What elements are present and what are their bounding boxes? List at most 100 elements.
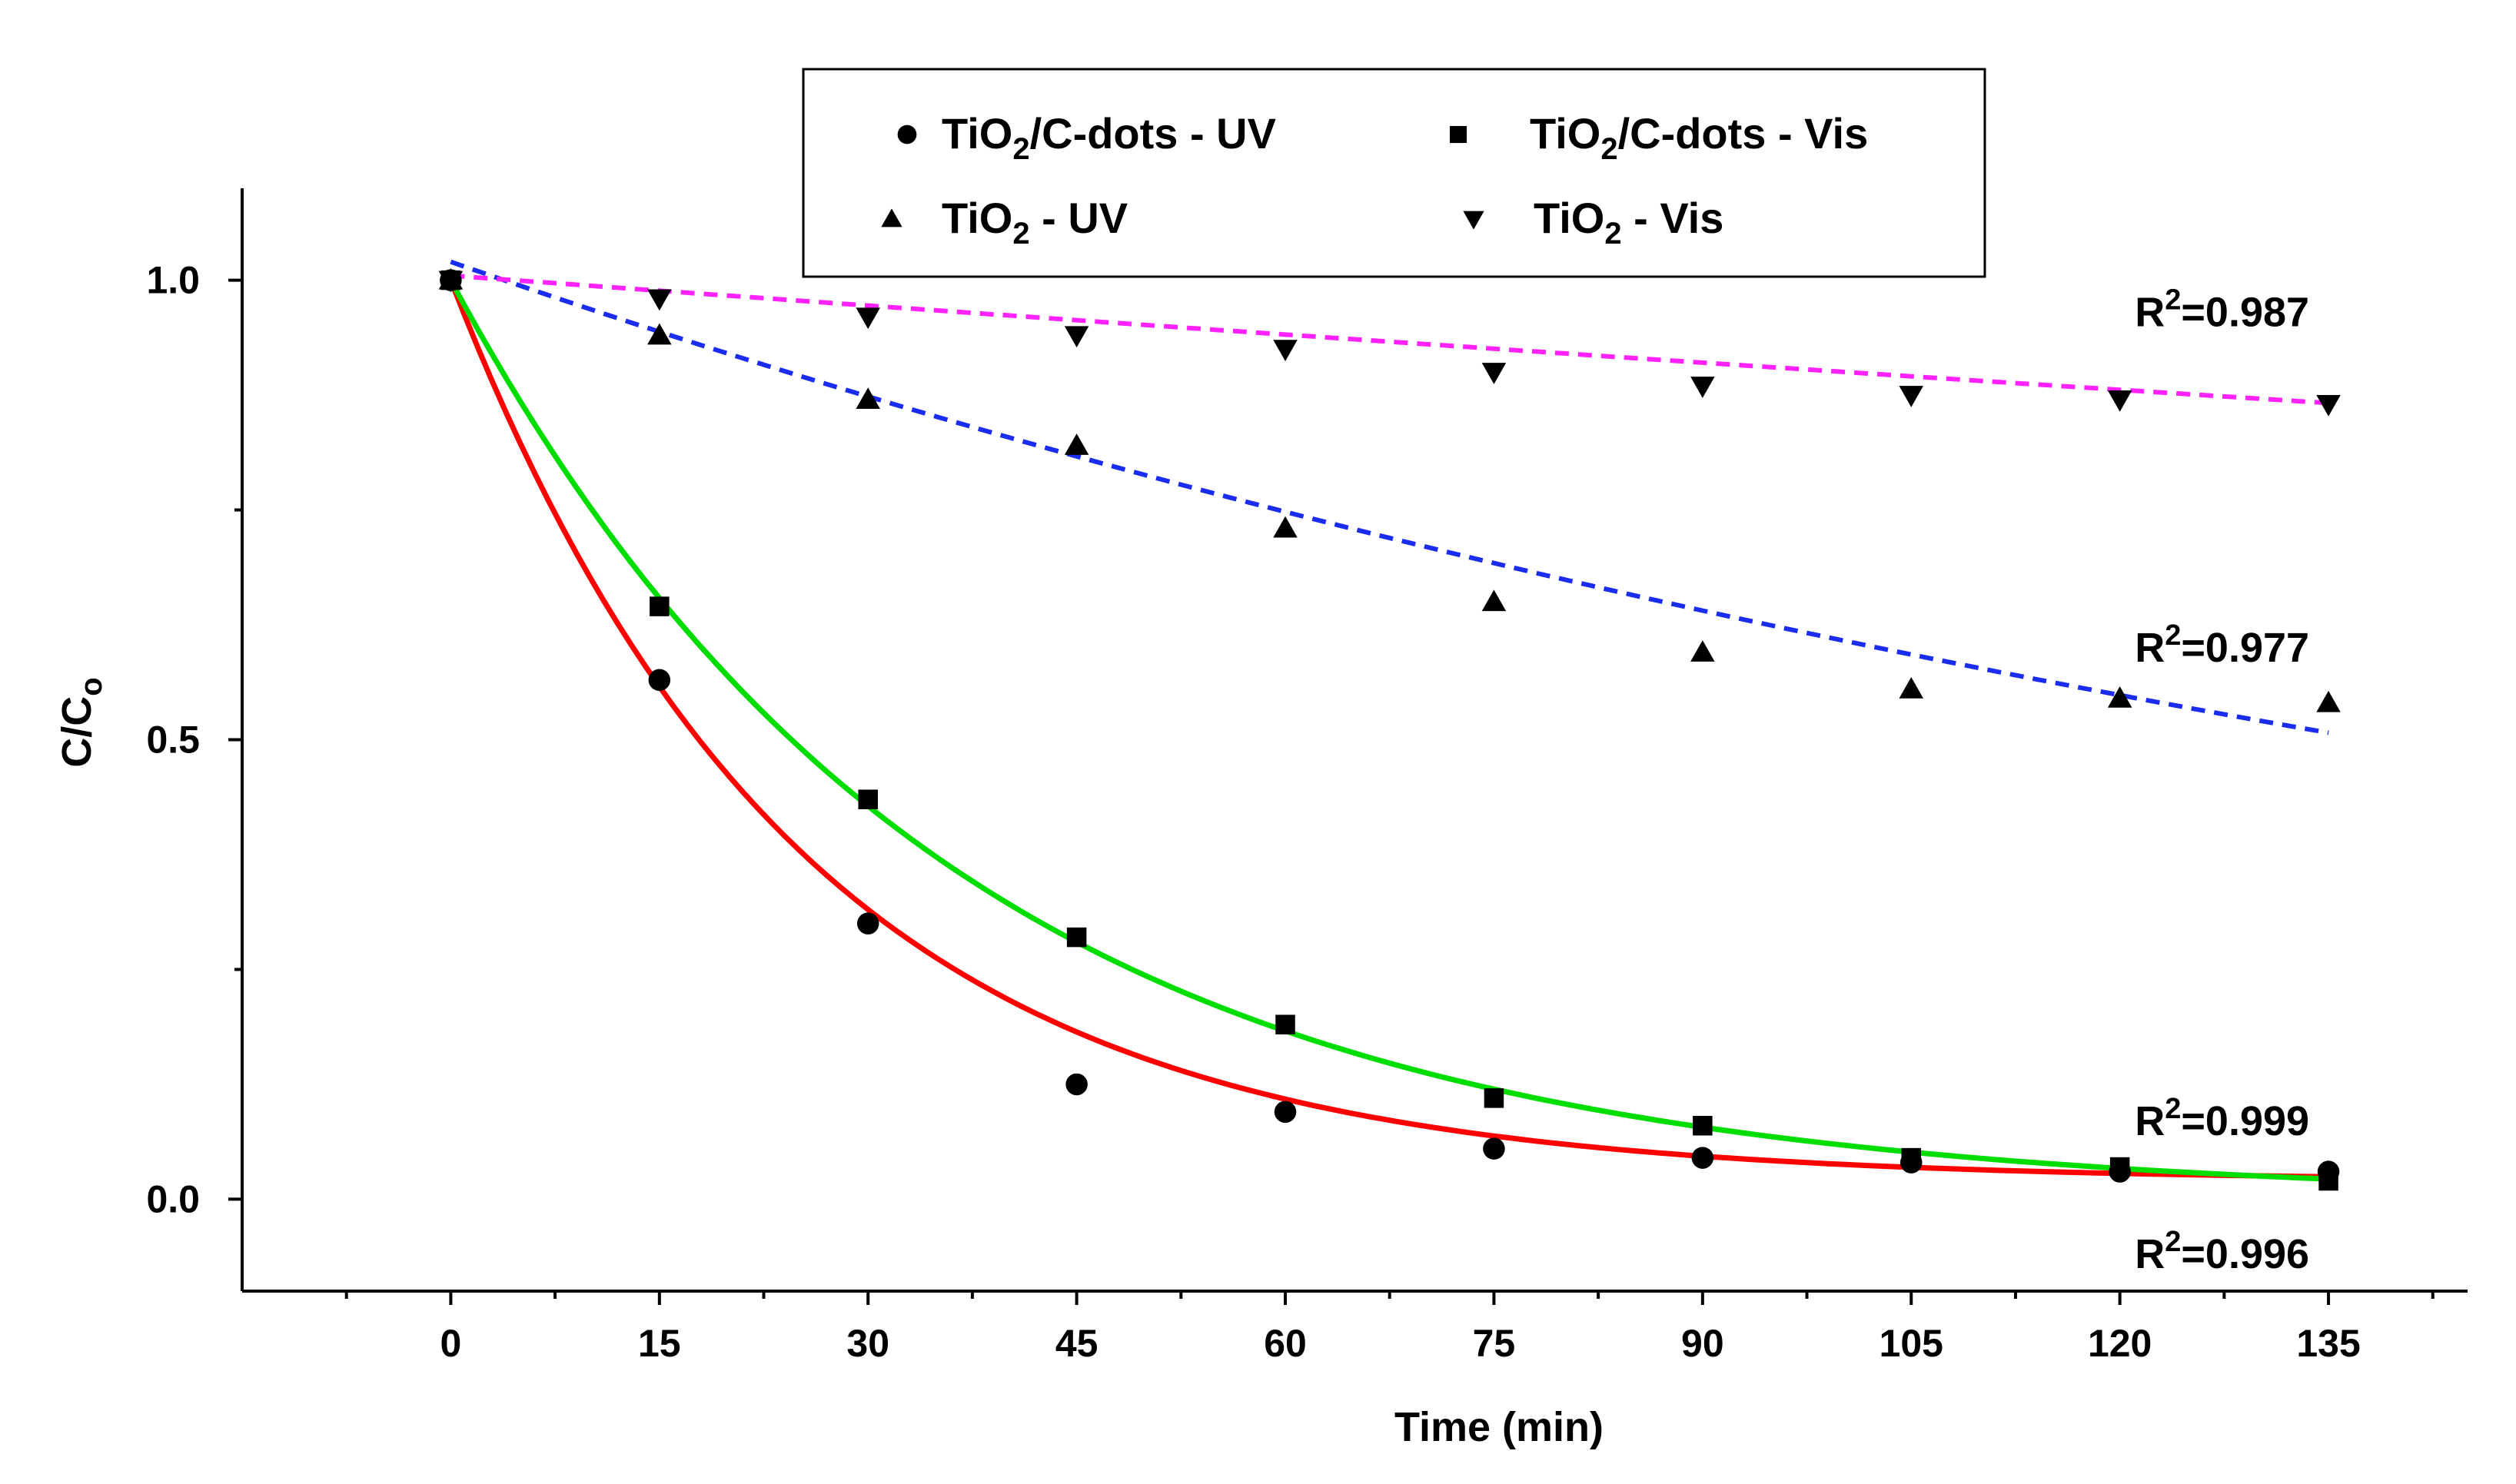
r2-label-tio2cd-vis: R2=0.999 — [2135, 1093, 2309, 1144]
data-point-tio2-vis — [1690, 377, 1715, 398]
fit-curve-tio2cd-vis — [448, 278, 2329, 1182]
y-tick-label: 0.5 — [146, 719, 200, 762]
legend-marker-tio2-uv — [881, 208, 902, 227]
r2-label-tio2cd-uv: R2=0.996 — [2135, 1226, 2309, 1277]
data-point-tio2-vis — [856, 307, 880, 330]
legend-label-part: TiO — [942, 194, 1012, 242]
data-point-tio2-vis — [647, 289, 672, 311]
x-tick-label: 90 — [1681, 1322, 1724, 1365]
r2-letter: R — [2135, 289, 2165, 335]
legend-marker-tio2cd-vis — [1449, 125, 1467, 144]
legend-label-tio2cd-vis: TiO2/C-dots - Vis — [1530, 109, 1868, 166]
data-point-tio2cd-uv — [856, 912, 879, 935]
x-tick-label: 75 — [1473, 1322, 1516, 1365]
data-point-tio2cd-uv — [1274, 1101, 1297, 1124]
y-tick-label: 0.0 — [146, 1177, 200, 1220]
fit-curves — [448, 259, 2329, 1182]
data-point-tio2cd-vis — [2318, 1170, 2338, 1191]
data-point-tio2-uv — [1064, 433, 1089, 455]
data-point-tio2-vis — [1481, 363, 1507, 384]
x-tick-label: 45 — [1055, 1322, 1098, 1365]
legend-label-part: - Vis — [1622, 194, 1724, 242]
data-point-tio2-uv — [856, 387, 880, 410]
data-point-tio2cd-uv — [1483, 1137, 1505, 1160]
x-tick-label: 0 — [440, 1322, 462, 1365]
r2-label-tio2-vis: R2=0.987 — [2135, 284, 2309, 335]
data-point-tio2cd-uv — [648, 669, 671, 692]
legend-marker-tio2-vis — [1463, 211, 1484, 230]
data-point-tio2-uv — [647, 323, 672, 345]
data-point-tio2-vis — [2316, 395, 2341, 417]
data-point-tio2-uv — [1899, 676, 1923, 699]
fit-curve-tio2-uv — [450, 259, 2329, 735]
r2-value: =0.999 — [2181, 1098, 2309, 1144]
r2-letter: R — [2135, 625, 2165, 671]
data-point-tio2cd-uv — [1065, 1073, 1088, 1096]
data-point-tio2cd-vis — [1275, 1014, 1295, 1034]
data-markers — [438, 267, 2341, 1191]
data-point-tio2-vis — [438, 271, 464, 293]
r2-letter: R — [2135, 1098, 2165, 1144]
r2-value: =0.977 — [2181, 625, 2309, 671]
y-axis-title-main: C/C — [54, 696, 100, 768]
legend-label-part: /C-dots - UV — [1030, 109, 1276, 158]
fit-curve-tio2-vis — [450, 273, 2329, 406]
data-point-tio2cd-vis — [1066, 927, 1087, 948]
r2-label-tio2-uv: R2=0.977 — [2135, 619, 2309, 671]
data-point-tio2cd-uv — [1691, 1147, 1714, 1169]
y-tick-label: 1.0 — [146, 259, 200, 302]
data-point-tio2cd-vis — [650, 596, 670, 616]
data-point-tio2-vis — [1899, 386, 1923, 407]
x-tick-label: 135 — [2296, 1322, 2360, 1365]
legend-label-tio2-uv: TiO2 - UV — [942, 194, 1128, 251]
data-point-tio2-vis — [2107, 390, 2132, 412]
legend-label-part: - UV — [1030, 194, 1128, 242]
legend-label-sub: 2 — [1604, 217, 1621, 251]
y-axis-title-sub: o — [75, 677, 108, 696]
x-tick-label: 105 — [1880, 1322, 1943, 1365]
data-point-tio2cd-vis — [1901, 1147, 1921, 1168]
legend-label-tio2-vis: TiO2 - Vis — [1534, 194, 1723, 251]
data-point-tio2-uv — [1273, 516, 1298, 538]
data-point-tio2-vis — [1064, 326, 1089, 348]
data-point-tio2-vis — [1273, 340, 1298, 362]
r2-exponent: 2 — [2165, 619, 2181, 652]
r2-exponent: 2 — [2165, 1226, 2181, 1258]
data-point-tio2-uv — [2107, 686, 2132, 708]
legend-label-part: TiO — [942, 109, 1012, 158]
legend-label-part: /C-dots - Vis — [1618, 109, 1869, 158]
x-axis-title: Time (min) — [1394, 1404, 1604, 1450]
data-point-tio2cd-vis — [1693, 1116, 1713, 1136]
x-tick-label: 15 — [638, 1322, 681, 1365]
data-point-tio2cd-vis — [2109, 1157, 2130, 1177]
legend-label-sub: 2 — [1012, 217, 1029, 251]
r2-value: =0.996 — [2181, 1231, 2309, 1277]
legend-label-part: TiO — [1534, 194, 1604, 242]
legend-label-part: TiO — [1530, 109, 1600, 158]
data-point-tio2-uv — [1690, 640, 1715, 662]
y-axis: 0.0 0.5 1.0 — [146, 259, 242, 1220]
x-tick-label: 60 — [1264, 1322, 1307, 1365]
legend-label-sub: 2 — [1600, 132, 1617, 166]
data-point-tio2-uv — [2316, 690, 2341, 712]
r2-exponent: 2 — [2165, 1093, 2181, 1125]
fit-curve-tio2cd-uv — [448, 279, 2329, 1180]
x-axis: 0 15 30 45 60 75 90 105 120 135 — [344, 1291, 2435, 1365]
legend-marker-tio2cd-uv — [897, 124, 917, 144]
data-point-tio2cd-vis — [858, 789, 878, 809]
r2-value: =0.987 — [2181, 289, 2309, 335]
x-tick-label: 120 — [2088, 1322, 2152, 1365]
r2-letter: R — [2135, 1231, 2165, 1277]
legend-label-sub: 2 — [1012, 132, 1029, 166]
r2-exponent: 2 — [2165, 284, 2181, 316]
legend-label-tio2cd-uv: TiO2/C-dots - UV — [942, 109, 1276, 166]
data-point-tio2cd-vis — [1484, 1088, 1504, 1108]
plot-frame — [241, 188, 2468, 1293]
y-axis-title: C/Co — [54, 677, 108, 767]
x-tick-label: 30 — [846, 1322, 889, 1365]
data-point-tio2-uv — [1481, 589, 1507, 612]
legend-box — [802, 68, 1986, 278]
